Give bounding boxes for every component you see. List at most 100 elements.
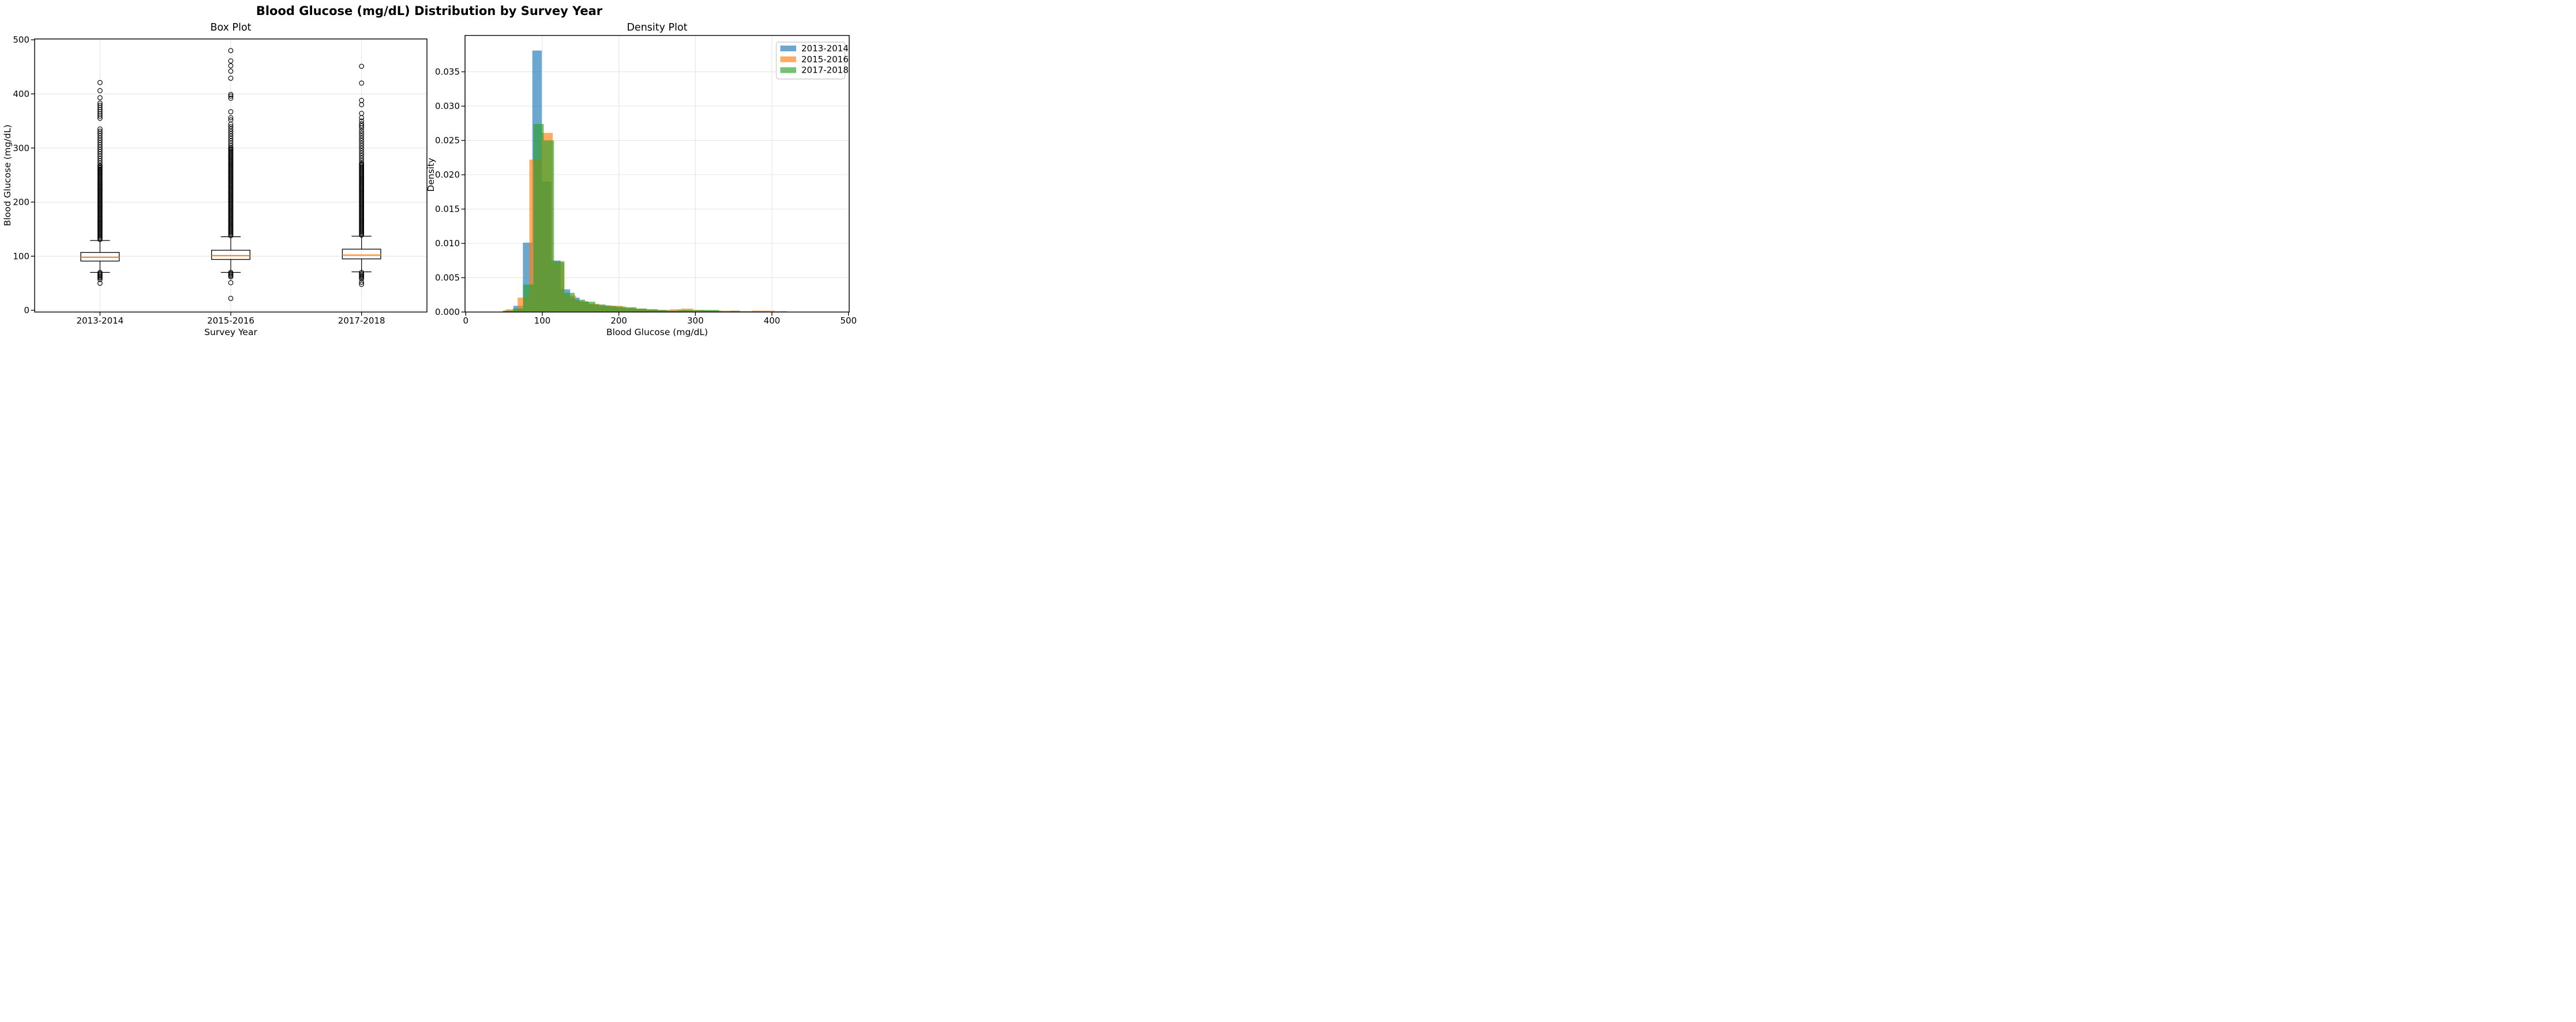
outlier-point [359,279,365,285]
histogram-bar [667,310,678,312]
outlier-point [359,125,365,131]
outlier-point [359,128,365,134]
legend-swatch [780,67,796,73]
histogram-bar [751,310,763,312]
y-tick-label: 300 [13,143,29,153]
outlier-point [97,115,103,121]
x-tick-label: 2015-2016 [207,315,254,326]
y-tick-label: 500 [13,35,29,45]
outlier-point [228,95,234,101]
outlier-point [359,148,365,153]
y-tick-label: 0.030 [435,101,460,111]
outlier-point [228,295,234,301]
x-tick-label: 400 [764,315,781,326]
outlier-point [359,138,365,144]
outlier-point [359,145,365,151]
histogram-bar [554,261,565,312]
outlier-point [359,80,365,86]
box-plot-xlabel: Survey Year [204,327,257,337]
histogram-bar [698,310,709,312]
outlier-point [97,275,103,281]
histogram-bar [708,310,719,312]
outlier-point [97,163,103,168]
outlier-point [359,140,365,146]
legend-swatch [780,46,796,51]
outlier-point [228,109,234,115]
box-plot-ylabel: Blood Glucose (mg/dL) [2,125,13,226]
y-tick-label: 100 [13,251,29,261]
y-tick-label: 0.005 [435,273,460,283]
x-tick-label: 2013-2014 [76,315,123,326]
outlier-point [228,92,234,97]
outlier-point [359,130,365,136]
histogram-bar [657,310,668,312]
x-tick-label: 0 [463,315,469,326]
outlier-point [228,76,234,81]
outlier-point [97,129,103,134]
histogram-bar [502,310,513,312]
histogram-bar [564,292,575,312]
outlier-point [359,123,365,129]
legend-item-label: 2013-2014 [801,43,849,54]
box-iqr [342,249,381,260]
y-tick-label: 0.000 [435,307,460,317]
outlier-point [228,140,234,146]
histogram-bar [533,123,544,312]
outlier-point [228,63,234,69]
outlier-point [97,280,103,286]
histogram-bar [688,310,699,312]
axes-frame [464,35,850,313]
outlier-point [359,151,365,156]
legend-item-label: 2017-2018 [801,65,849,76]
outlier-point [228,274,234,280]
outlier-point [228,138,234,144]
x-tick-label: 300 [687,315,704,326]
histogram-bar [677,310,688,312]
y-tick-label: 200 [13,197,29,208]
histogram-bar [543,140,554,312]
outlier-point [228,136,234,141]
histogram-bar [605,306,616,312]
outlier-point [228,58,234,63]
box-plot-title: Box Plot [210,22,251,33]
histogram-bar [584,302,595,312]
outlier-point [228,131,234,137]
outlier-point [359,115,365,121]
outlier-point [359,161,365,167]
outlier-point [228,93,234,99]
outlier-point [228,145,234,151]
figure: 0 100 200 300 400 500 2013-2014 2015-2016 2017-2… [0,0,858,341]
histogram-bar [647,309,658,312]
histogram-bar [595,304,606,312]
box-iqr [211,250,250,260]
outlier-point [359,133,365,138]
y-tick-label: 0.025 [435,136,460,146]
histogram-bar [575,299,585,312]
density-plot-bars [482,50,834,313]
outlier-point [97,113,103,119]
y-tick-label: 0 [24,305,29,315]
outlier-point [359,143,365,149]
outlier-point [359,155,365,161]
figure-suptitle: Blood Glucose (mg/dL) Distribution by Su… [256,4,603,18]
outlier-point [228,280,234,285]
outlier-point [228,126,234,131]
density-plot-xlabel: Blood Glucose (mg/dL) [606,327,708,337]
outlier-point [228,69,234,74]
outlier-point [359,276,365,281]
y-tick-label: 0.035 [435,67,460,77]
density-plot-ylabel: Density [426,158,436,192]
outlier-point [228,117,234,123]
outlier-point [359,63,365,69]
outlier-point [359,136,365,141]
outlier-point [359,102,365,107]
outlier-point [97,80,103,85]
outlier-point [359,269,365,275]
box-plot-data [80,48,381,301]
y-tick-label: 0.020 [435,170,460,180]
outlier-point [97,95,103,100]
outlier-point [359,275,365,280]
